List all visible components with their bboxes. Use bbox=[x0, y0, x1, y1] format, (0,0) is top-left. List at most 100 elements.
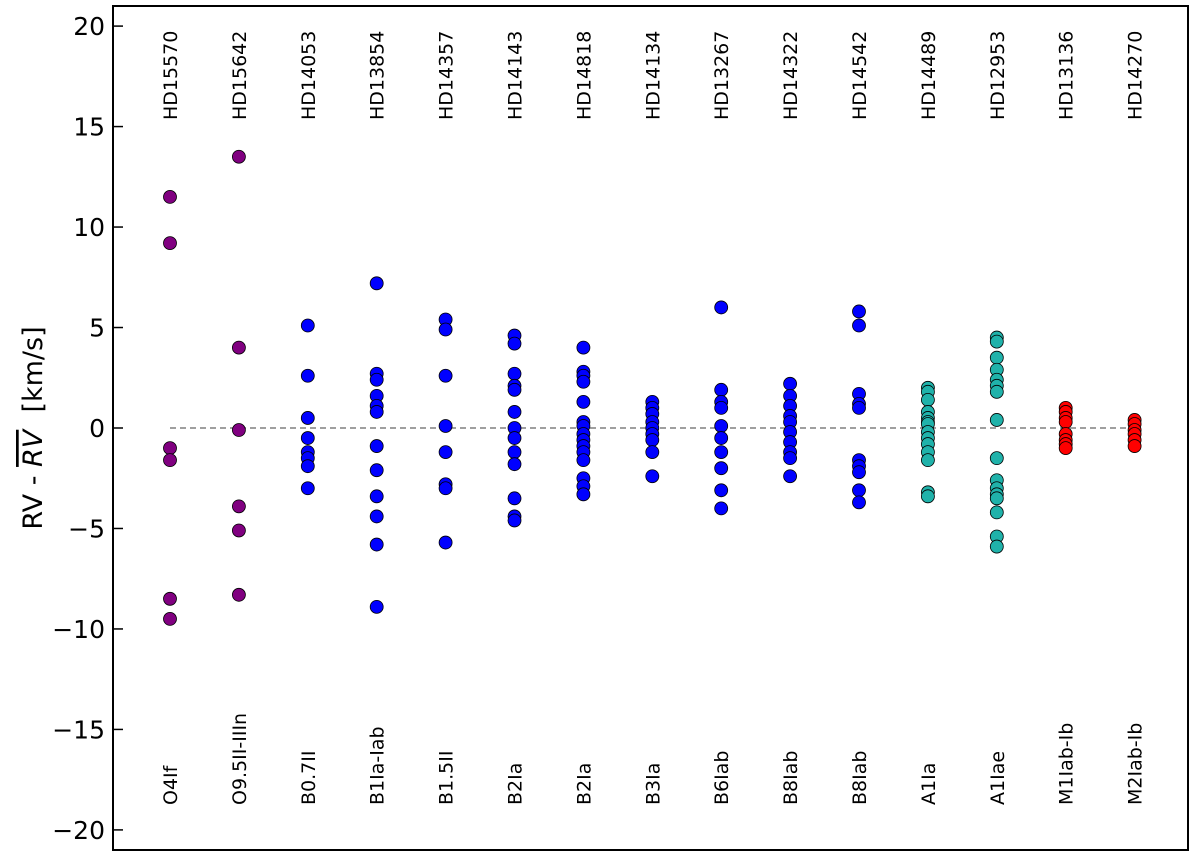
data-point bbox=[852, 465, 866, 480]
plot-frame bbox=[112, 5, 1189, 851]
data-point bbox=[507, 491, 522, 506]
data-point bbox=[714, 431, 729, 445]
data-point bbox=[369, 537, 384, 552]
data-point bbox=[714, 401, 729, 415]
data-point bbox=[369, 489, 384, 504]
data-point bbox=[163, 441, 177, 455]
data-point bbox=[231, 499, 246, 514]
star-name-label: HD14489 bbox=[918, 31, 940, 120]
data-point bbox=[163, 612, 177, 626]
data-point bbox=[507, 445, 522, 460]
data-point bbox=[783, 451, 797, 466]
data-point bbox=[231, 149, 246, 164]
data-point bbox=[507, 405, 522, 419]
y-tick-label: 10 bbox=[73, 213, 105, 242]
star-column-HD14357: HD14357 B1.5II bbox=[436, 31, 458, 805]
data-point bbox=[231, 340, 246, 355]
y-axis-label-prefix: RV - bbox=[18, 467, 49, 530]
y-axis-label-suffix: [km/s] bbox=[18, 326, 49, 429]
data-point bbox=[300, 318, 315, 333]
data-point bbox=[163, 236, 177, 251]
star-column-HD15642: HD15642 O9.5II-IIIn bbox=[229, 31, 251, 805]
data-point bbox=[438, 445, 453, 460]
data-point bbox=[989, 451, 1004, 466]
data-point bbox=[645, 445, 660, 460]
data-point bbox=[507, 336, 522, 351]
data-point bbox=[714, 461, 729, 476]
data-point bbox=[438, 481, 453, 496]
data-point bbox=[231, 423, 246, 437]
spectral-type-label: B6Iab bbox=[711, 751, 733, 805]
data-point bbox=[163, 591, 177, 606]
data-point bbox=[369, 439, 384, 453]
y-tick-label: −20 bbox=[52, 816, 105, 845]
data-point bbox=[438, 535, 453, 550]
data-point bbox=[714, 382, 729, 397]
data-point bbox=[369, 372, 384, 387]
star-column-HD14053: HD14053 B0.7II bbox=[298, 31, 320, 805]
star-column-HD14270: HD14270 M2Iab-Ib bbox=[1125, 31, 1147, 805]
star-column-HD13854: HD13854 B1Ia-Iab bbox=[367, 31, 389, 805]
spectral-type-label: B1Ia-Iab bbox=[367, 726, 389, 805]
data-point bbox=[989, 539, 1004, 554]
spectral-type-label: B2Ia bbox=[505, 763, 527, 805]
star-name-label: HD15570 bbox=[160, 31, 182, 120]
data-point bbox=[989, 505, 1004, 520]
data-point bbox=[300, 481, 315, 496]
data-point bbox=[989, 350, 1004, 365]
y-axis-label: RV - RV [km/s] bbox=[18, 326, 49, 529]
data-point bbox=[507, 382, 522, 397]
data-point bbox=[300, 368, 315, 383]
data-point bbox=[852, 401, 866, 415]
star-name-label: HD14542 bbox=[849, 31, 871, 120]
data-point bbox=[369, 276, 384, 291]
star-column-HD14322: HD14322 B8Iab bbox=[780, 31, 802, 805]
data-point bbox=[369, 463, 384, 478]
y-tick-label: −5 bbox=[68, 514, 105, 543]
data-point bbox=[921, 489, 935, 504]
star-column-HD14489: HD14489 A1Ia bbox=[918, 31, 940, 805]
data-point bbox=[438, 322, 453, 337]
star-column-HD13267: HD13267 B6Iab bbox=[711, 31, 733, 805]
data-point bbox=[231, 523, 246, 538]
y-tick-label: 15 bbox=[73, 113, 105, 142]
data-point bbox=[576, 453, 591, 468]
y-tick-label: −10 bbox=[52, 615, 105, 644]
data-point bbox=[1127, 439, 1142, 453]
data-point bbox=[300, 431, 315, 445]
data-point bbox=[989, 491, 1004, 506]
star-column-HD14818: HD14818 B2Ia bbox=[573, 31, 595, 805]
spectral-type-label: M1Iab-Ib bbox=[1056, 723, 1078, 805]
data-point bbox=[714, 419, 729, 433]
data-point bbox=[507, 431, 522, 445]
star-name-label: HD14270 bbox=[1125, 31, 1147, 120]
star-name-label: HD14143 bbox=[505, 31, 527, 120]
y-tick-label: 5 bbox=[89, 314, 105, 343]
spectral-type-label: A1Ia bbox=[918, 763, 940, 805]
star-column-HD15570: HD15570 O4If bbox=[160, 31, 182, 805]
data-point bbox=[921, 392, 935, 407]
spectral-type-label: B0.7II bbox=[298, 751, 320, 805]
data-point bbox=[852, 304, 866, 319]
star-column-HD14542: HD14542 B8Iab bbox=[849, 31, 871, 805]
data-point bbox=[989, 384, 1004, 399]
data-point bbox=[438, 419, 453, 433]
y-tick-label: 0 bbox=[89, 414, 105, 443]
spectral-type-label: B2Ia bbox=[573, 763, 595, 805]
data-point bbox=[300, 411, 315, 425]
data-point bbox=[852, 318, 866, 333]
data-point bbox=[576, 394, 591, 409]
star-column-HD13136: HD13136 M1Iab-Ib bbox=[1056, 31, 1078, 805]
spectral-type-label: B1.5II bbox=[436, 751, 458, 805]
data-point bbox=[507, 457, 522, 472]
star-name-label: HD14818 bbox=[573, 31, 595, 120]
data-point bbox=[714, 300, 729, 315]
spectral-type-label: B8Iab bbox=[780, 751, 802, 805]
star-name-label: HD14357 bbox=[436, 31, 458, 120]
data-point bbox=[369, 599, 384, 614]
star-name-label: HD12953 bbox=[987, 31, 1009, 120]
data-point bbox=[1058, 441, 1073, 455]
data-point bbox=[989, 413, 1004, 427]
star-name-label: HD13267 bbox=[711, 31, 733, 120]
